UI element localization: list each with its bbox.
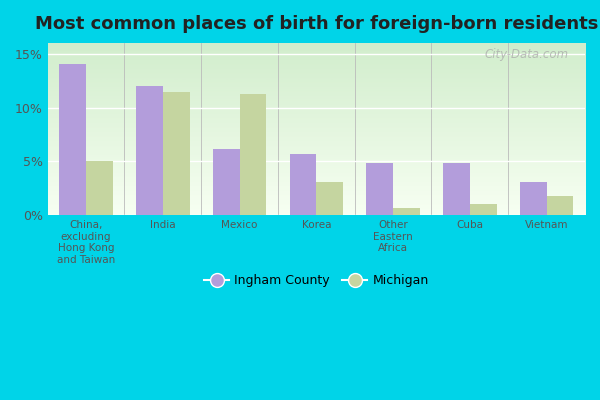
Legend: Ingham County, Michigan: Ingham County, Michigan (199, 269, 434, 292)
Bar (393, 208, 420, 216)
Bar (547, 196, 574, 216)
Bar (443, 162, 470, 216)
Bar (520, 182, 547, 216)
Bar (290, 154, 316, 216)
Bar (136, 86, 163, 216)
Bar (163, 92, 190, 216)
Bar (316, 182, 343, 216)
Bar (213, 148, 239, 216)
Text: City-Data.com: City-Data.com (485, 48, 569, 61)
Bar (59, 64, 86, 216)
Bar (470, 204, 497, 216)
Title: Most common places of birth for foreign-born residents: Most common places of birth for foreign-… (35, 15, 598, 33)
Bar (239, 94, 266, 216)
Bar (86, 162, 113, 216)
Bar (366, 162, 393, 216)
